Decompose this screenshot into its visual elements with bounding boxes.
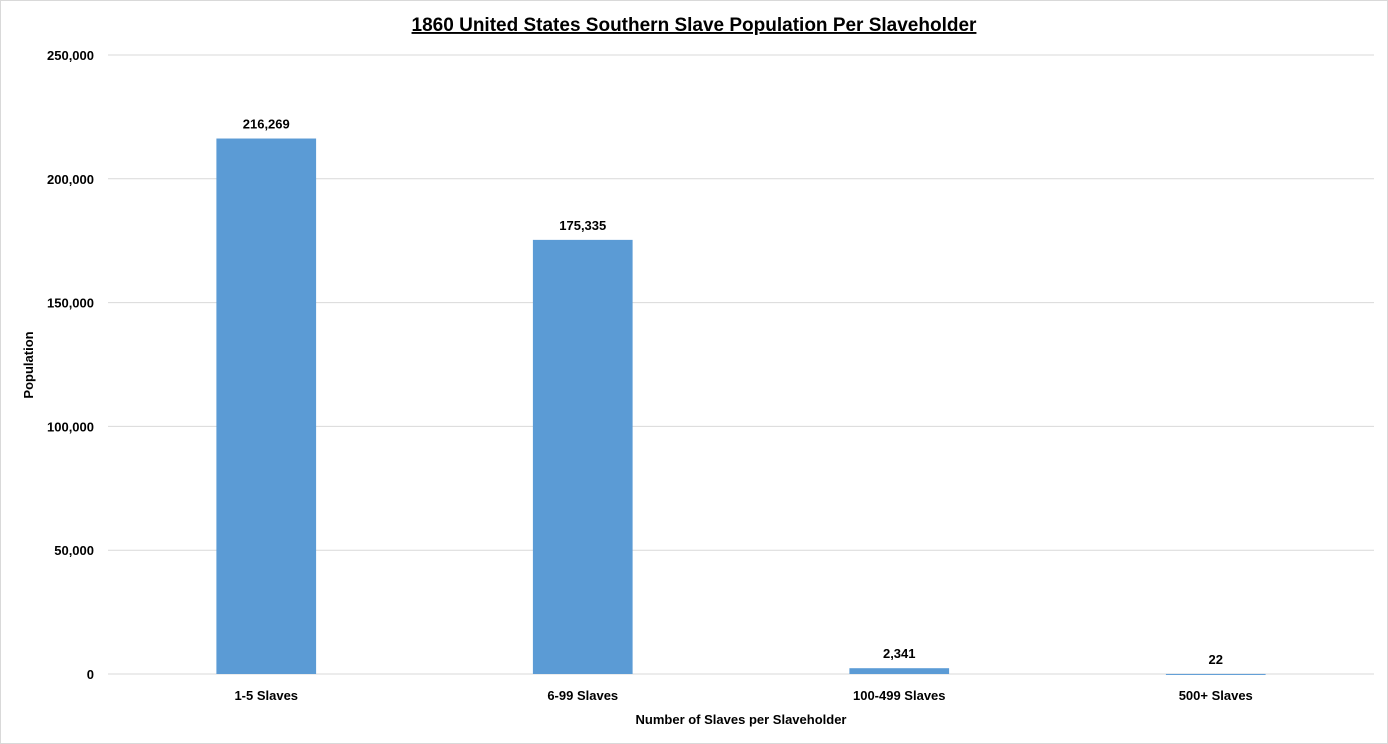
y-tick-label: 0 bbox=[87, 667, 94, 682]
bar bbox=[532, 239, 633, 674]
y-axis-label: Population bbox=[21, 331, 36, 398]
x-tick-label: 1-5 Slaves bbox=[234, 688, 298, 703]
data-labels: 216,269 175,335 2,341 22 bbox=[243, 117, 1223, 667]
chart-title: 1860 United States Southern Slave Popula… bbox=[412, 15, 977, 36]
y-tick-label: 200,000 bbox=[47, 172, 94, 187]
y-tick-label: 150,000 bbox=[47, 296, 94, 311]
data-label: 2,341 bbox=[883, 646, 916, 661]
data-label: 216,269 bbox=[243, 117, 290, 132]
y-tick-label: 50,000 bbox=[54, 543, 94, 558]
data-label: 22 bbox=[1209, 652, 1223, 667]
bar bbox=[1165, 673, 1266, 675]
bar bbox=[849, 668, 950, 674]
x-axis-label: Number of Slaves per Slaveholder bbox=[636, 712, 847, 727]
x-axis-ticks: 1-5 Slaves 6-99 Slaves 100-499 Slaves 500+ … bbox=[234, 688, 1252, 703]
y-tick-label: 250,000 bbox=[47, 48, 94, 63]
y-tick-label: 100,000 bbox=[47, 419, 94, 434]
gridlines bbox=[108, 54, 1374, 675]
data-label: 175,335 bbox=[559, 218, 606, 233]
bar bbox=[216, 138, 317, 675]
x-tick-label: 100-499 Slaves bbox=[853, 688, 946, 703]
x-tick-label: 500+ Slaves bbox=[1179, 688, 1253, 703]
bars bbox=[216, 138, 1266, 675]
x-tick-label: 6-99 Slaves bbox=[547, 688, 618, 703]
y-axis-ticks: 0 50,000 100,000 150,000 200,000 250,000 bbox=[47, 48, 94, 682]
